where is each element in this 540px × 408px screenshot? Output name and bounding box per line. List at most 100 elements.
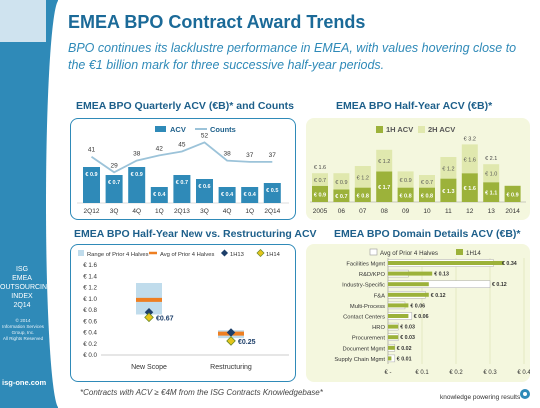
total-label: € 2.1: [485, 156, 497, 162]
x-tick-label: 1Q: [245, 208, 254, 215]
acv-bar-label: € 0.4: [244, 192, 257, 198]
bar-1h-label: € 0.7: [335, 194, 347, 200]
y-category-label: Contact Centers: [343, 315, 385, 321]
isg-line: OUTSOURCING: [0, 284, 53, 291]
x-tick-label: 2Q12: [84, 208, 100, 215]
isg-line: INDEX: [11, 293, 33, 300]
bar-1h: [312, 185, 328, 202]
bar-1h14: [388, 261, 504, 265]
acv-bar: [173, 175, 191, 203]
count-label: 38: [133, 151, 141, 158]
bar-1h-label: € 1.6: [464, 186, 476, 192]
legend-swatch-1h14: [256, 248, 265, 258]
bar-1h14: [388, 345, 395, 350]
acv-bar: [263, 183, 281, 203]
count-label: 29: [110, 162, 118, 169]
legend-label-2h: 2H ACV: [428, 125, 455, 134]
y-category-label: Industry-Specific: [342, 283, 385, 289]
copyright-line: All Rights Reserved: [2, 336, 44, 341]
x-tick-label: 07: [359, 208, 367, 215]
bar-1h14: [388, 303, 409, 308]
count-label: 41: [88, 147, 96, 154]
legend-swatch-1h14: [456, 249, 463, 255]
x-tick-label: 1Q: [155, 208, 164, 215]
bar-value-label: € 0.34: [502, 261, 517, 267]
x-tick-label: 4Q: [223, 208, 232, 215]
x-tick-label: 12: [466, 208, 474, 215]
y-category-label: F&A: [374, 293, 385, 299]
bar-1h14: [388, 335, 399, 340]
bar-1h: [333, 189, 350, 202]
legend-label-range: Range of Prior 4 Halves: [87, 252, 149, 258]
bar-1h: [504, 185, 521, 202]
bar-1h: [440, 178, 457, 202]
legend-label-avg: Avg of Prior 4 Halves: [380, 250, 438, 257]
bar-2h-label: € 0.7: [314, 178, 326, 184]
bar-value-label: € 0.12: [431, 293, 446, 299]
y-tick-label: € 0.2: [83, 341, 97, 348]
x-tick-label: € -: [384, 370, 391, 376]
isg-line: EMEA: [12, 275, 32, 282]
y-tick-label: € 0.8: [83, 307, 97, 314]
y-category-label: HRO: [372, 325, 385, 331]
acv-bar: [128, 167, 146, 203]
bar-1h-label: € 1.7: [378, 185, 390, 191]
bar-2h: [461, 144, 478, 174]
newrestr-chart: Range of Prior 4 Halves Avg of Prior 4 Ha…: [78, 248, 289, 371]
halfyear-chart-panel: 1H ACV 2H ACV € 0.9 € 0.7 € 1.6 2005 € 0.7 € 0.…: [306, 118, 530, 220]
bar-1h-label: € 1.1: [485, 191, 497, 197]
acv-bar-label: € 0.9: [85, 172, 97, 178]
legend-label-avg: Avg of Prior 4 Halves: [160, 252, 214, 258]
bar-1h14: [388, 324, 399, 329]
bar-2h-label: € 0.7: [421, 180, 433, 186]
website-link[interactable]: isg-one.com: [2, 378, 47, 387]
bar-value-label: € 0.06: [410, 303, 425, 309]
sidebar-wave: [46, 0, 68, 408]
bar-1h: [419, 187, 435, 202]
avg-marker: [136, 297, 162, 302]
bar-2h: [419, 175, 435, 188]
x-tick-label: 11: [445, 208, 452, 215]
copyright: © 2014 Information Services Group, Inc. …: [0, 318, 46, 342]
bar-value-label: € 0.13: [434, 272, 449, 278]
legend-label-1h14: 1H14: [466, 250, 481, 257]
bar-1h: [483, 182, 500, 202]
x-tick-label: 13: [488, 208, 496, 215]
count-label: 38: [223, 151, 231, 158]
copyright-line: Information Services: [2, 324, 44, 329]
legend-label-1h: 1H ACV: [386, 125, 413, 134]
acv-bar: [218, 187, 236, 203]
x-tick-label: New Scope: [131, 364, 167, 371]
bar-2h-label: € 0.9: [399, 178, 411, 184]
y-category-label: Supply Chain Mgmt: [334, 357, 385, 363]
x-tick-label: 2Q13: [174, 208, 190, 215]
y-category-label: Multi-Process: [350, 304, 385, 310]
bar-1h14: [388, 282, 429, 287]
x-tick-label: 3Q: [110, 208, 119, 215]
sidebar: ISG EMEA OUTSOURCING INDEX 2Q14 © 2014 I…: [0, 0, 68, 408]
bar-value-label: € 0.02: [397, 346, 412, 352]
acv-bar: [83, 167, 100, 203]
acv-bar: [196, 179, 213, 203]
bar-1h-label: € 1.3: [442, 189, 454, 195]
y-tick-label: € 1.0: [83, 296, 97, 303]
acv-bar-label: € 0.7: [108, 180, 120, 186]
legend-label-counts: Counts: [210, 125, 236, 134]
y-tick-label: € 0.6: [83, 318, 97, 325]
copyright-line: Group, Inc.: [11, 330, 35, 335]
quarterly-chart: ACV Counts € 0.9 2Q12 41 € 0.7 3Q 29 € 0.9 4Q 38 € …: [77, 125, 289, 215]
bar-2h: [376, 149, 393, 172]
y-tick-label: € 0.4: [83, 330, 97, 337]
tagline: knowledge powering results: [440, 394, 521, 401]
x-tick-label: € 0.4: [517, 370, 530, 376]
legend-label-1h14: 1H14: [266, 252, 281, 258]
acv-bar: [105, 175, 123, 203]
acv-bar-label: € 0.7: [176, 180, 188, 186]
bar-1h-label: € 0.8: [399, 193, 411, 199]
bar-1h14: [388, 314, 409, 318]
bar-1h14: [388, 271, 433, 276]
copyright-line: © 2014: [15, 318, 31, 323]
legend-label-1h13: 1H13: [230, 252, 244, 258]
legend-swatch-range: [78, 250, 84, 256]
legend-swatch-avg: [369, 248, 378, 256]
